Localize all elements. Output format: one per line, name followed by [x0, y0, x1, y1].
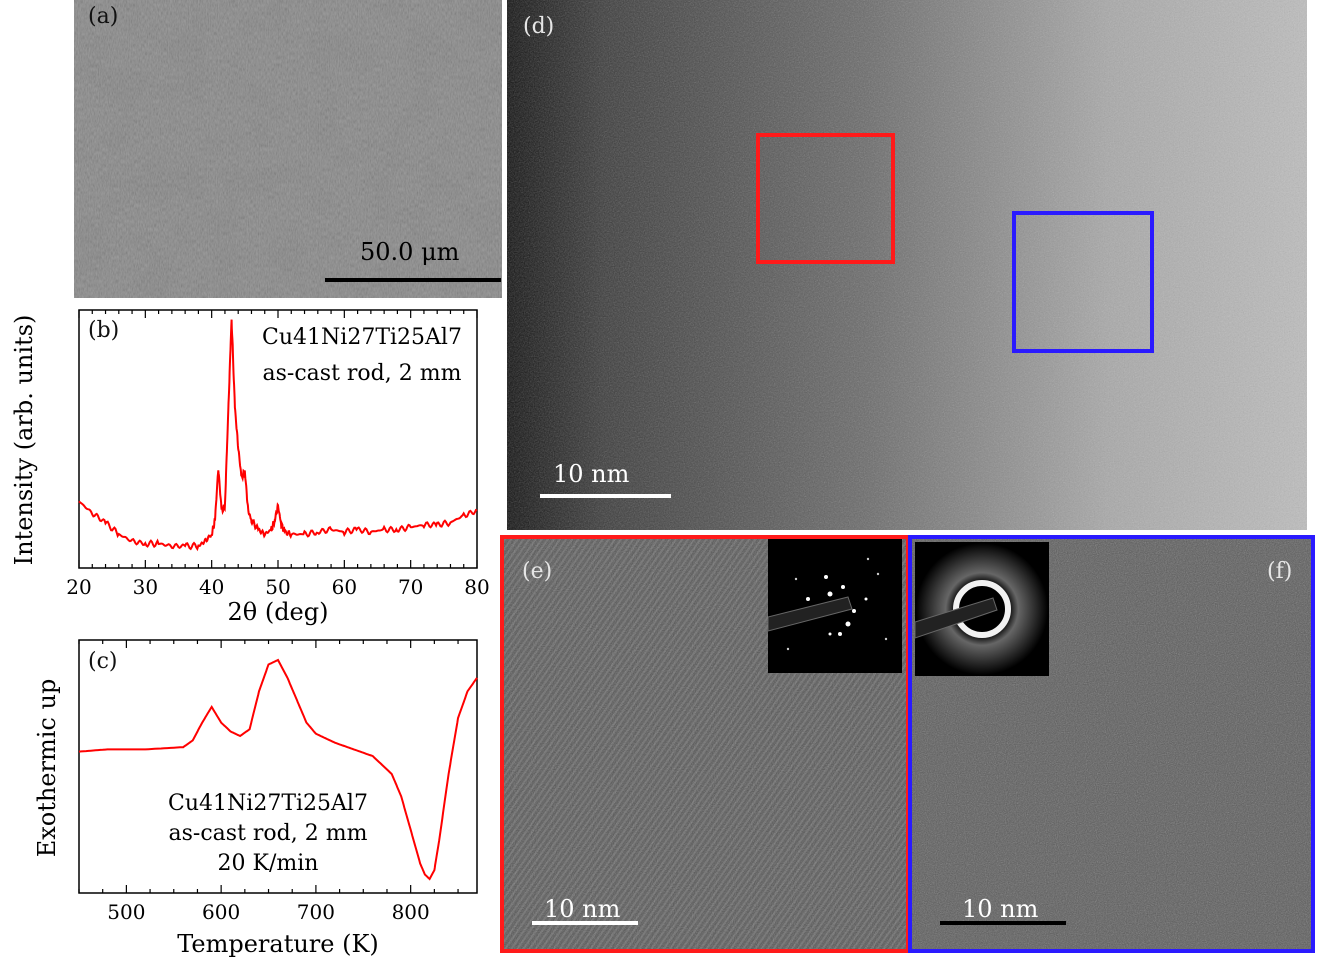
chart-c-legend-line-3: 20 K/min [218, 851, 319, 876]
panel-a-label: (a) [88, 4, 119, 29]
chart-c-legend-line-1: Cu41Ni27Ti25Al7 [168, 791, 368, 816]
chart-b-legend-line-2: as-cast rod, 2 mm [263, 361, 462, 386]
chart-c-frame [78, 639, 478, 894]
panel-e-scale-bar [532, 921, 638, 925]
panel-d-scale-text: 10 nm [553, 460, 630, 488]
chart-b-ylabel: Intensity (arb. units) [10, 315, 38, 566]
panel-f-scale-bar [940, 921, 1066, 925]
panel-a-scale-text: 50.0 μm [360, 238, 460, 266]
x-tick-label: 60 [332, 575, 357, 599]
chart-b-legend-line-1: Cu41Ni27Ti25Al7 [262, 325, 462, 350]
panel-a-scale-bar [325, 278, 501, 282]
panel-d-label: (d) [523, 14, 555, 39]
panel-d-scale-bar [540, 494, 671, 498]
panel-b-xrd-chart: 20 30 40 50 60 70 80 (b) Cu41Ni27Ti25Al7 as-ca… [10, 309, 490, 626]
chart-b-series-line [78, 319, 478, 552]
x-tick-label: 70 [398, 575, 423, 599]
panel-c-dsc-chart: 500 600 700 800 (c) Cu41Ni27Ti25Al7 as-cast… [33, 639, 478, 958]
panel-f-label: (f) [1267, 559, 1293, 584]
chart-c-panel-label: (c) [88, 649, 118, 674]
x-tick-label: 500 [107, 900, 145, 924]
chart-c-xlabel: Temperature (K) [177, 930, 379, 958]
x-tick-label: 80 [464, 575, 489, 599]
panel-e-scale-text: 10 nm [544, 895, 621, 923]
sem-texture [74, 0, 502, 298]
panel-f-hrtem-image: (f) 10 nm [908, 535, 1315, 953]
tem-d-texture [507, 0, 1307, 530]
diffraction-ring-pattern [915, 543, 1048, 675]
x-tick-label: 30 [133, 575, 158, 599]
highlight-box-blue [1012, 211, 1154, 353]
panel-f-diffraction-inset [915, 542, 1049, 676]
x-tick-label: 800 [392, 900, 430, 924]
chart-b-panel-label: (b) [88, 318, 119, 343]
x-tick-label: 40 [199, 575, 224, 599]
x-tick-label: 700 [297, 900, 335, 924]
panel-e-label: (e) [522, 559, 553, 584]
chart-c-series-line [78, 658, 478, 881]
beam-stopper [915, 597, 998, 639]
panel-e-diffraction-inset [768, 539, 902, 673]
chart-c-legend-line-2: as-cast rod, 2 mm [169, 821, 368, 846]
chart-b-xlabel: 2θ (deg) [227, 598, 328, 626]
diffraction-spots-pattern [768, 557, 888, 651]
panel-a-sem-image: (a) 50.0 μm [74, 0, 502, 298]
panel-f-scale-text: 10 nm [962, 895, 1039, 923]
chart-c-ylabel: Exothermic up [33, 679, 61, 858]
panel-e-hrtem-image: (e) 10 nm [500, 535, 910, 953]
x-tick-label: 50 [265, 575, 290, 599]
x-tick-label: 20 [66, 575, 91, 599]
x-tick-label: 600 [202, 900, 240, 924]
panel-d-tem-image: (d) 10 nm [507, 0, 1307, 530]
highlight-box-red [756, 133, 895, 264]
beam-stopper [768, 596, 853, 632]
